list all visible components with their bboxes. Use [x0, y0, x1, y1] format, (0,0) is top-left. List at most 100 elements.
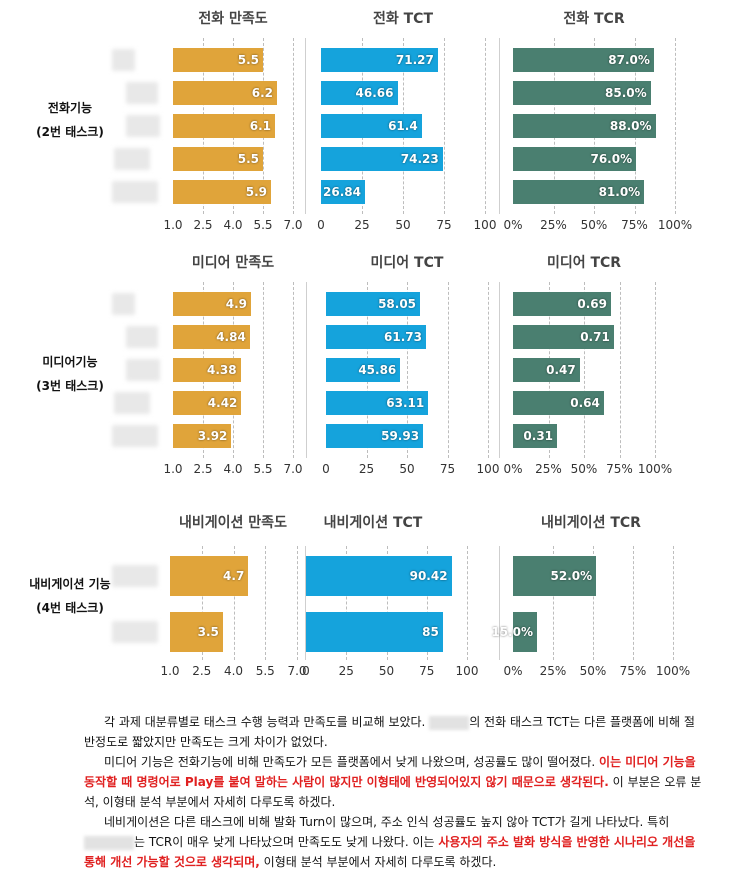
bar-value-label: 3.5: [197, 625, 219, 639]
bar-value-label: 5.9: [245, 185, 267, 199]
bar: 3.5: [170, 612, 223, 652]
tick-label: 50: [395, 218, 411, 232]
bar-value-label: 71.27: [395, 53, 434, 67]
bar-value-label: 6.2: [251, 86, 273, 100]
gridline: [593, 546, 594, 660]
chart-title: 전화 만족도: [198, 11, 268, 27]
tick-label: 100: [473, 218, 497, 232]
gridline: [467, 546, 468, 660]
tick-label: 0%: [503, 462, 523, 476]
redacted-row-label: [112, 49, 135, 71]
gridline: [485, 38, 486, 214]
bar: 81.0%: [513, 180, 645, 204]
tick-label: 7.0: [287, 664, 307, 678]
gridline: [263, 282, 264, 458]
bar-value-label: 4.9: [225, 297, 247, 311]
gridline: [426, 546, 428, 660]
bar: 88.0%: [513, 114, 656, 138]
bar: 5.5: [173, 48, 263, 72]
bar-value-label: 61.73: [384, 330, 422, 344]
bar-value-label: 85.0%: [605, 86, 647, 100]
bar: 61.4: [321, 114, 422, 138]
chart-title: 내비게이션 TCT: [323, 515, 423, 531]
tick-label: 75: [436, 218, 452, 232]
tick-label: 25%: [539, 664, 567, 678]
chart-title: 전화 TCR: [563, 11, 625, 27]
bar-value-label: 6.1: [249, 119, 271, 133]
bar: 0.64: [513, 391, 604, 415]
tick-label: 50%: [580, 218, 608, 232]
tick-label: 5.5: [253, 218, 273, 232]
bar-value-label: 0.31: [523, 429, 554, 443]
gridline: [265, 546, 267, 660]
bar-value-label: 4.84: [216, 330, 246, 344]
bar: 87.0%: [513, 48, 654, 72]
bar-value-label: 58.05: [378, 297, 417, 311]
bar: 0.31: [513, 424, 558, 448]
group-label-title: 내비게이션 기능: [29, 577, 111, 591]
bar: 5.9: [173, 180, 271, 204]
redacted-row-label: [112, 293, 135, 315]
bar-value-label: 4.42: [207, 396, 238, 410]
bar-value-label: 26.84: [323, 185, 362, 199]
bar: 6.1: [173, 114, 275, 138]
panel-divider: [499, 38, 500, 214]
redacted-row-label: [112, 425, 158, 447]
paragraph-1: 각 과제 대분류별로 태스크 수행 능력과 만족도를 비교해 보았다. 의 전화…: [84, 715, 695, 749]
tick-label: 0%: [503, 664, 523, 678]
tick-label: 4.0: [223, 218, 243, 232]
bar-value-label: 4.38: [206, 363, 237, 377]
bar: 0.69: [513, 292, 611, 316]
tick-label: 25: [354, 218, 370, 232]
tick-label: 75%: [606, 462, 633, 476]
gridline: [655, 282, 656, 458]
bar-value-label: 88.0%: [609, 119, 652, 133]
bar: 46.66: [321, 81, 398, 105]
bar: 4.84: [173, 325, 250, 349]
tick-label: 25: [338, 664, 354, 678]
bar-value-label: 85: [422, 625, 439, 639]
bar: 74.23: [321, 147, 443, 171]
tick-label: 100%: [637, 462, 673, 476]
tick-label: 0: [317, 218, 325, 232]
bar: 71.27: [321, 48, 438, 72]
gridline: [444, 38, 445, 214]
gridline: [201, 546, 203, 660]
bar: 5.5: [173, 147, 263, 171]
bar-value-label: 74.23: [400, 152, 439, 166]
bar: 59.93: [326, 424, 424, 448]
chart-title: 미디어 만족도: [191, 255, 275, 271]
bar-value-label: 45.86: [358, 363, 397, 377]
redacted-name: [429, 715, 470, 730]
gridline: [293, 282, 294, 458]
redacted-row-label: [112, 565, 158, 587]
tick-label: 100%: [655, 664, 691, 678]
panel-divider: [305, 546, 306, 660]
gridline: [346, 546, 348, 660]
redacted-row-label: [126, 359, 160, 381]
redacted-row-label: [126, 82, 158, 104]
tick-label: 1.0: [160, 664, 180, 678]
tick-label: 2.5: [192, 664, 212, 678]
tick-label: 4.0: [223, 664, 244, 678]
bar: 15.0%: [491, 612, 537, 652]
bar-value-label: 15.0%: [491, 625, 533, 639]
tick-label: 2.5: [193, 462, 213, 476]
bar: 0.71: [513, 325, 614, 349]
bar: 26.84: [321, 180, 366, 204]
gridline: [233, 546, 235, 660]
bar-value-label: 4.7: [223, 569, 245, 583]
panel-divider: [499, 282, 500, 458]
bar: 85.0%: [513, 81, 651, 105]
redacted-row-label: [114, 392, 150, 414]
tick-label: 0: [322, 462, 330, 476]
tick-label: 50%: [579, 664, 607, 678]
bar-value-label: 5.5: [237, 152, 259, 166]
gridline: [553, 546, 554, 660]
bar-value-label: 81.0%: [598, 185, 641, 199]
tick-label: 1.0: [163, 218, 183, 232]
gridline: [675, 38, 676, 214]
bar-value-label: 0.71: [580, 330, 610, 344]
tick-label: 75: [439, 462, 456, 476]
bar-value-label: 59.93: [381, 429, 420, 443]
